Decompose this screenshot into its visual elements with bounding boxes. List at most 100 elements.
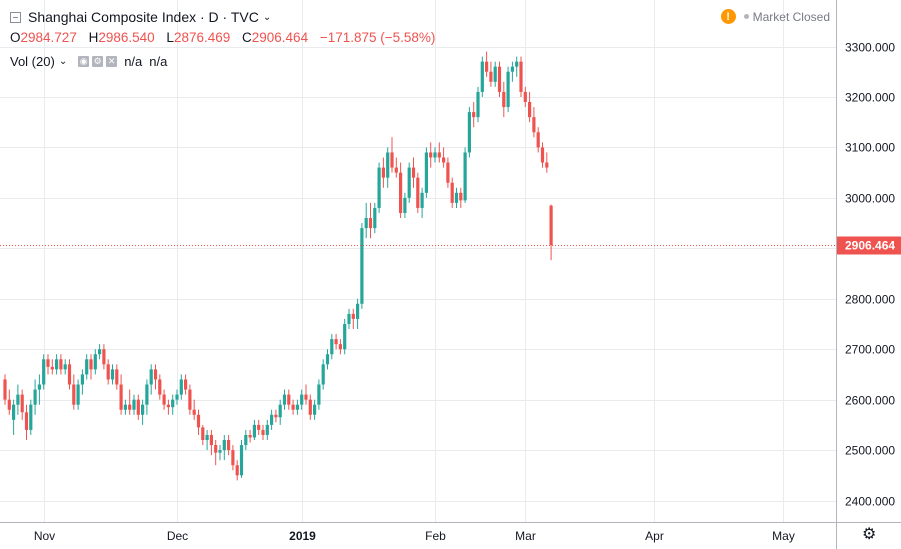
y-tick-label: 3200.000 (845, 91, 895, 105)
candle-body (480, 61, 484, 92)
volume-legend[interactable]: Vol (20) ⌄ ◉ ⚙ ✕ n/a n/a (10, 54, 167, 69)
candle-body (46, 359, 50, 367)
last-price-marker: 2906.464 (0, 236, 901, 255)
candle-body (351, 313, 355, 319)
y-tick-label: 3100.000 (845, 141, 895, 155)
remove-icon[interactable]: ✕ (106, 56, 118, 67)
high-label: H (88, 30, 99, 45)
candle-body (407, 167, 411, 198)
candle-body (532, 117, 536, 133)
open-value: 2984.727 (20, 30, 77, 45)
candle-body (205, 434, 209, 441)
candle-body (295, 404, 299, 410)
candle-body (80, 374, 84, 385)
candle-body (300, 394, 304, 405)
candle-body (282, 394, 287, 405)
candle-body (459, 192, 463, 201)
candle-body (399, 172, 403, 213)
candle-body (321, 364, 325, 385)
candle-body (201, 427, 205, 441)
candle-body (390, 152, 394, 168)
candle-body (489, 71, 493, 82)
y-tick-label: 3300.000 (845, 41, 895, 55)
chevron-down-icon[interactable]: ⌄ (262, 11, 272, 23)
x-tick-label: Feb (425, 529, 446, 543)
candle-body (377, 167, 381, 208)
symbol-title[interactable]: Shanghai Composite Index · D · TVC (28, 9, 259, 25)
candle-body (364, 218, 368, 229)
candle-body (3, 379, 7, 400)
candle-body (338, 344, 342, 350)
market-status-label: Market Closed (752, 9, 830, 24)
candle-body (446, 162, 450, 183)
candle-body (37, 384, 41, 390)
candle-body (115, 369, 119, 385)
x-tick-label: May (772, 529, 795, 543)
candle-body (227, 440, 231, 451)
low-label: L (166, 30, 174, 45)
candle-body (171, 399, 175, 408)
candle-body (528, 101, 532, 118)
candle-body (403, 197, 407, 213)
gear-icon[interactable]: ⚙ (862, 526, 877, 543)
candle-body (12, 404, 16, 420)
candles (3, 51, 553, 481)
candle-body (330, 339, 334, 355)
candle-body (265, 424, 269, 435)
candle-body (72, 384, 76, 405)
candle-body (67, 364, 72, 385)
candle-body (214, 445, 218, 453)
candle-body (145, 384, 149, 405)
x-tick-label: Nov (34, 529, 55, 543)
candle-body (261, 429, 265, 435)
candle-body (179, 379, 183, 395)
candle-body (540, 147, 545, 163)
change-value: −171.875 (−5.58%) (319, 30, 436, 45)
collapse-icon[interactable] (10, 11, 21, 23)
candle-body (287, 394, 291, 405)
volume-label[interactable]: Vol (20) (10, 54, 55, 69)
candle-body (252, 424, 256, 438)
candle-body (20, 394, 24, 413)
candle-body (50, 366, 54, 370)
candle-body (128, 404, 132, 410)
warning-icon[interactable]: ! (720, 9, 736, 24)
candle-body (381, 167, 385, 178)
candle-body (373, 207, 377, 229)
candle-body (184, 379, 188, 390)
time-axis[interactable]: Nov Dec 2019 Feb Mar Apr May (34, 529, 795, 543)
settings-icon[interactable]: ⚙ (92, 56, 104, 67)
candle-body (497, 66, 502, 92)
candle-body (394, 167, 398, 173)
market-status[interactable]: ! Market Closed (720, 9, 830, 24)
candle-body (472, 112, 476, 118)
candle-body (132, 399, 136, 410)
candle-body (515, 61, 519, 67)
candle-body (222, 440, 226, 451)
candle-body (506, 71, 510, 108)
candle-body (89, 359, 93, 370)
candle-body (308, 399, 312, 415)
candle-body (76, 384, 80, 405)
grid (0, 0, 836, 522)
price-axis[interactable]: 2400.000 2500.000 2600.000 2700.000 2800.000… (845, 41, 895, 509)
symbol-header[interactable]: Shanghai Composite Index · D · TVC ⌄ (10, 9, 271, 25)
volume-value-1: n/a (124, 54, 143, 69)
candle-body (523, 91, 527, 102)
status-dot-icon (743, 14, 749, 19)
last-price-badge (837, 236, 901, 255)
candle-body (334, 339, 338, 345)
y-tick-label: 3000.000 (845, 192, 895, 206)
volume-chevron-icon[interactable]: ⌄ (58, 56, 68, 67)
candle-body (24, 412, 29, 430)
candle-body (85, 359, 89, 375)
eye-icon[interactable]: ◉ (78, 56, 90, 67)
x-tick-label: Mar (515, 529, 536, 543)
candle-body (123, 404, 127, 410)
candle-body (209, 434, 213, 446)
candle-body (188, 389, 192, 410)
candle-body (467, 112, 471, 153)
y-tick-label: 2500.000 (845, 444, 895, 458)
candle-body (386, 152, 390, 178)
